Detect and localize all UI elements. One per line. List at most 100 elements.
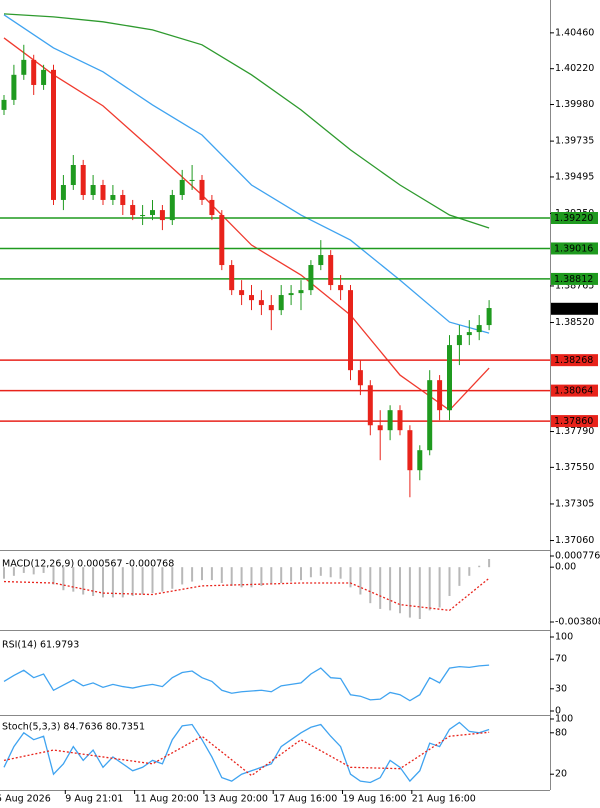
y-tick-label: 1.40460: [555, 27, 594, 38]
y-tick-label: 1.37305: [555, 498, 594, 509]
macd-bar: [102, 567, 104, 598]
candle-body: [239, 290, 245, 296]
y-tick-label: 70: [555, 654, 567, 665]
y-tick-label: 0.00: [555, 562, 576, 573]
macd-bar: [3, 567, 5, 579]
candle-body: [11, 74, 17, 100]
macd-bar: [260, 567, 263, 586]
candle-body: [427, 380, 433, 451]
candle-body: [60, 185, 66, 200]
indicator-line: [3, 664, 490, 702]
macd-bar: [438, 567, 441, 608]
candle-body: [357, 370, 363, 386]
y-tick-label: 100: [555, 632, 573, 643]
candle-body: [130, 205, 136, 216]
moving-average: [3, 14, 490, 334]
current-price-box: [551, 302, 598, 315]
macd-bar: [62, 567, 65, 591]
candle-body: [417, 450, 423, 471]
candle-body: [397, 410, 403, 431]
candle-body: [476, 325, 482, 333]
candle-body: [338, 285, 344, 291]
x-tick-label: 21 Aug 16:00: [412, 794, 476, 805]
macd-bar: [468, 567, 471, 576]
macd-bar: [399, 567, 401, 614]
macd-bar: [448, 567, 451, 596]
macd-bar: [230, 567, 233, 586]
macd-bar: [319, 567, 322, 576]
y-tick-label: 1.38520: [555, 317, 594, 328]
candle-body: [486, 308, 492, 326]
candle-body: [278, 295, 284, 311]
y-tick-label: 100: [555, 714, 573, 725]
level-label-box: [551, 242, 598, 255]
candle-body: [456, 335, 462, 346]
moving-average: [3, 13, 490, 229]
level-label-box: [551, 384, 598, 397]
y-tick-label: 1.40220: [555, 63, 594, 74]
y-tick-label: 1.39980: [555, 99, 594, 110]
candle-body: [90, 185, 96, 196]
level-label: 1.38812: [554, 274, 593, 285]
candle-body: [1, 99, 7, 110]
macd-bar: [201, 567, 203, 581]
x-tick-label: 17 Aug 16:00: [273, 794, 337, 805]
macd-bar: [349, 567, 352, 588]
macd-bar: [369, 567, 372, 604]
macd-bar: [329, 567, 332, 578]
macd-bar: [458, 567, 461, 586]
level-label: 1.39220: [554, 213, 593, 224]
level-label-box: [551, 272, 598, 285]
x-tick-label: 5 Aug 2026: [0, 794, 51, 805]
macd-bar: [12, 567, 15, 576]
candle-body: [377, 425, 383, 431]
x-tick-label: 9 Aug 21:01: [65, 794, 123, 805]
level-label: 1.38064: [554, 386, 593, 397]
macd-bar: [121, 567, 124, 598]
macd-bar: [141, 567, 144, 595]
macd-bar: [418, 567, 421, 620]
macd-bar: [171, 567, 174, 589]
candle-body: [179, 179, 185, 196]
candle-body: [328, 255, 334, 286]
candle-body: [318, 255, 324, 266]
macd-bar: [478, 565, 481, 568]
macd-bar: [181, 567, 184, 585]
candle-body: [447, 345, 452, 411]
macd-bar: [210, 567, 213, 581]
candle-body: [219, 215, 225, 266]
level-label-box: [551, 212, 598, 225]
candle-body: [268, 305, 274, 311]
candle-body: [249, 295, 254, 301]
candle-body: [209, 199, 215, 216]
candle-body: [437, 380, 443, 411]
candle-body: [140, 215, 146, 217]
macd-bar: [280, 567, 283, 584]
macd-bar: [290, 567, 293, 582]
x-tick-label: 19 Aug 16:00: [343, 794, 407, 805]
macd-bar: [309, 567, 312, 578]
y-tick-label: 0.000776: [555, 551, 600, 562]
y-tick-label: 0: [555, 706, 561, 717]
macd-bar: [408, 567, 411, 618]
moving-average: [3, 37, 490, 412]
candle-body: [199, 179, 205, 200]
candle-body: [407, 430, 413, 471]
y-tick-label: 1.38765: [555, 280, 594, 291]
indicator-title: Stoch(5,3,3) 84.7636 80.7351: [2, 722, 145, 733]
y-tick-label: 80: [555, 727, 567, 738]
y-tick-label: 1.37060: [555, 535, 594, 546]
macd-bar: [339, 567, 342, 579]
y-tick-label: 1.39735: [555, 136, 594, 147]
macd-bar: [161, 567, 164, 592]
macd-bar: [240, 567, 243, 588]
candle-body: [466, 332, 472, 336]
y-tick-label: -0.003808: [555, 617, 600, 628]
macd-bar: [22, 567, 25, 573]
indicator-line: [3, 731, 490, 777]
macd-bar: [72, 567, 75, 592]
candle-body: [348, 290, 353, 371]
candle-body: [367, 385, 373, 426]
y-tick-label: 30: [555, 683, 567, 694]
macd-bar: [82, 567, 85, 595]
